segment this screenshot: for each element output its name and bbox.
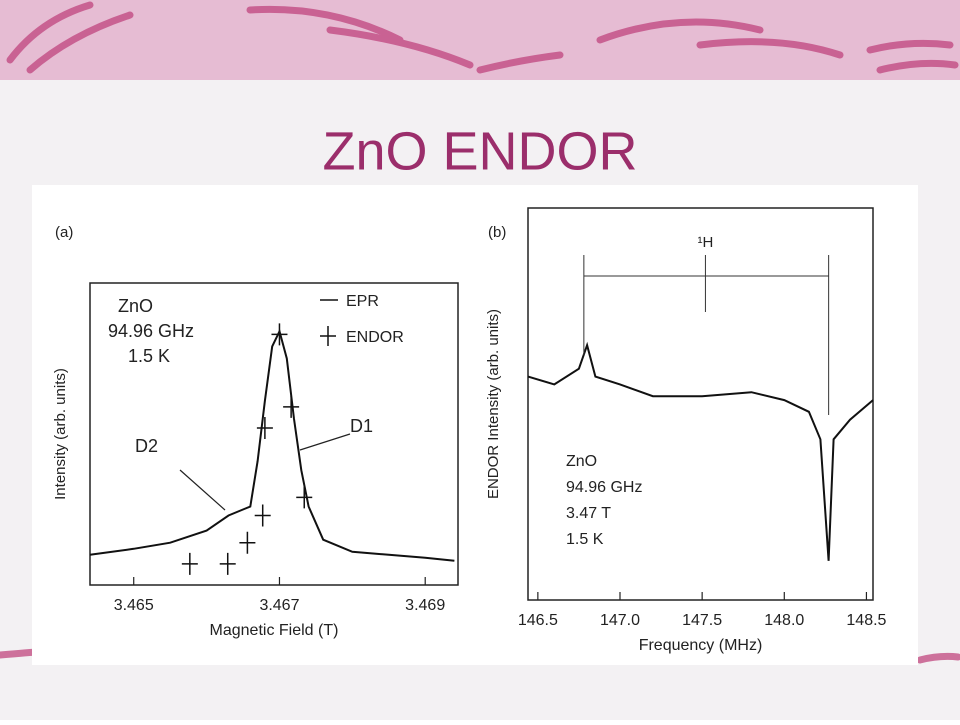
cross-marker	[283, 395, 300, 418]
slide-title: ZnO ENDOR	[322, 121, 637, 181]
y-axis-label: ENDOR Intensity (arb. units)	[485, 309, 502, 499]
cross-marker	[219, 552, 236, 575]
x-tick-label: 148.5	[846, 612, 886, 629]
legend-label: EPR	[346, 293, 379, 310]
series-line	[89, 328, 455, 562]
panel-label: (a)	[55, 224, 73, 241]
decor-swooshes	[0, 1, 960, 664]
annotation: 1.5 K	[566, 531, 604, 548]
cross-marker	[296, 486, 313, 509]
y-axis-label: Intensity (arb. units)	[52, 368, 69, 500]
x-tick-label: 147.5	[682, 612, 722, 629]
x-tick-label: 148.0	[764, 612, 804, 629]
annotation: ZnO	[566, 453, 597, 470]
annotation: ZnO	[118, 296, 153, 316]
x-tick-label: 3.467	[259, 597, 299, 614]
x-tick-label: 146.5	[518, 612, 558, 629]
chart: (b) Frequency (MHz) ENDOR Intensity (arb. …	[485, 207, 887, 654]
annotation-arrow	[299, 433, 351, 451]
annotation: 1.5 K	[128, 346, 170, 366]
cross-marker	[239, 531, 256, 554]
cross-marker	[256, 416, 273, 439]
x-tick-label: 147.0	[600, 612, 640, 629]
chart: (a) Magnetic Field (T) Intensity (arb. uni…	[52, 224, 459, 639]
marker-label: ¹H	[698, 234, 714, 251]
x-axis-label: Frequency (MHz)	[639, 637, 763, 654]
annotation: D1	[350, 416, 373, 436]
x-tick-label: 3.465	[114, 597, 154, 614]
cross-marker	[181, 552, 198, 575]
annotation: 3.47 T	[566, 505, 611, 522]
x-axis-label: Magnetic Field (T)	[210, 622, 339, 639]
x-tick-label: 3.469	[405, 597, 445, 614]
panel-label: (b)	[488, 224, 506, 241]
plot-frame	[527, 207, 874, 601]
cross-marker	[271, 323, 288, 346]
cross-marker	[254, 504, 271, 527]
figure	[32, 185, 918, 665]
annotation: D2	[135, 436, 158, 456]
series-line	[527, 341, 874, 561]
annotation: 94.96 GHz	[566, 479, 642, 496]
plot-frame	[89, 282, 459, 586]
legend-label: ENDOR	[346, 329, 404, 346]
legend-swatch	[320, 326, 336, 346]
annotation: 94.96 GHz	[108, 321, 194, 341]
annotation-arrow	[179, 469, 226, 511]
